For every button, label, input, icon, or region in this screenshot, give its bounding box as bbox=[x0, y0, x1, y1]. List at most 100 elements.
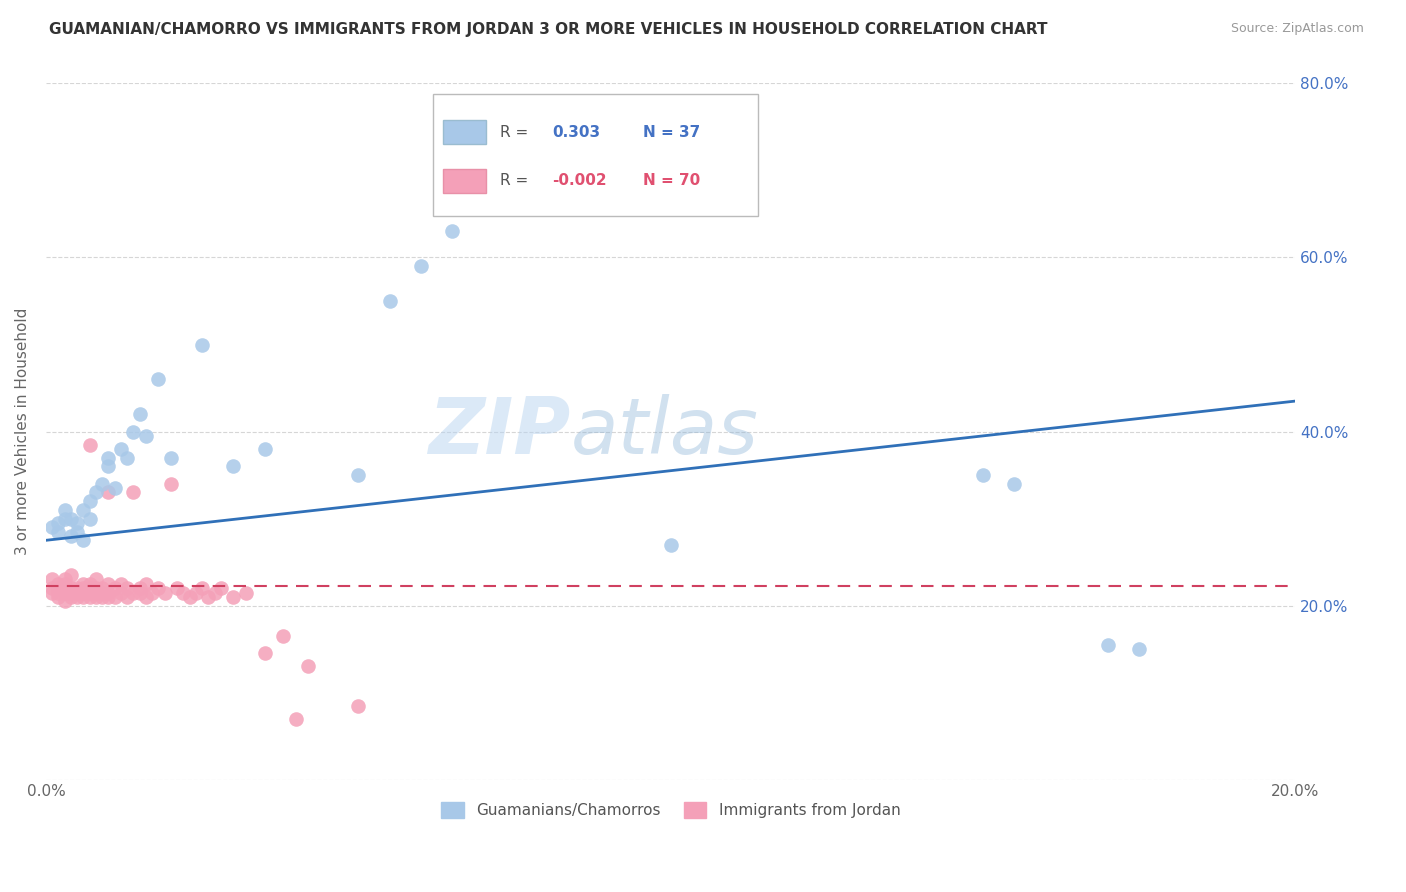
Point bbox=[115, 581, 138, 595]
Point bbox=[84, 581, 107, 595]
Point bbox=[110, 576, 132, 591]
Text: GUAMANIAN/CHAMORRO VS IMMIGRANTS FROM JORDAN 3 OR MORE VEHICLES IN HOUSEHOLD COR: GUAMANIAN/CHAMORRO VS IMMIGRANTS FROM JO… bbox=[49, 22, 1047, 37]
Point bbox=[66, 524, 89, 539]
Point bbox=[59, 568, 82, 582]
Text: Source: ZipAtlas.com: Source: ZipAtlas.com bbox=[1230, 22, 1364, 36]
Y-axis label: 3 or more Vehicles in Household: 3 or more Vehicles in Household bbox=[15, 308, 30, 555]
Point bbox=[97, 459, 120, 474]
Point bbox=[104, 590, 127, 604]
Point bbox=[79, 494, 101, 508]
Point bbox=[91, 476, 114, 491]
Point bbox=[115, 590, 138, 604]
Point bbox=[66, 590, 89, 604]
Point bbox=[122, 425, 145, 439]
Point bbox=[59, 529, 82, 543]
Point bbox=[53, 573, 76, 587]
Point bbox=[104, 581, 127, 595]
Point bbox=[972, 468, 994, 483]
Point bbox=[59, 590, 82, 604]
Point bbox=[1002, 476, 1025, 491]
Point bbox=[122, 485, 145, 500]
Point bbox=[148, 581, 170, 595]
Point bbox=[273, 629, 295, 643]
Point bbox=[191, 337, 214, 351]
Point bbox=[41, 585, 63, 599]
Point bbox=[84, 485, 107, 500]
Point bbox=[253, 647, 276, 661]
Point bbox=[59, 511, 82, 525]
Point bbox=[48, 524, 70, 539]
Point bbox=[48, 581, 70, 595]
Point bbox=[141, 585, 163, 599]
Point bbox=[347, 698, 370, 713]
Point bbox=[110, 585, 132, 599]
FancyBboxPatch shape bbox=[443, 120, 486, 144]
Point bbox=[48, 585, 70, 599]
Point bbox=[97, 485, 120, 500]
Text: ZIP: ZIP bbox=[429, 393, 571, 469]
Point bbox=[179, 590, 201, 604]
Point bbox=[48, 576, 70, 591]
Point bbox=[297, 659, 319, 673]
Point bbox=[84, 590, 107, 604]
Point bbox=[222, 459, 245, 474]
Point bbox=[172, 585, 194, 599]
Text: 0.303: 0.303 bbox=[553, 125, 600, 140]
Point bbox=[79, 585, 101, 599]
Point bbox=[48, 590, 70, 604]
Point bbox=[84, 585, 107, 599]
Point bbox=[97, 590, 120, 604]
Point bbox=[53, 581, 76, 595]
Point bbox=[166, 581, 188, 595]
Point bbox=[235, 585, 257, 599]
Point bbox=[79, 511, 101, 525]
Text: -0.002: -0.002 bbox=[553, 173, 606, 188]
Point bbox=[97, 585, 120, 599]
Point bbox=[48, 516, 70, 530]
Point bbox=[91, 585, 114, 599]
Point bbox=[97, 576, 120, 591]
Point bbox=[441, 224, 464, 238]
Point bbox=[1128, 642, 1150, 657]
Point bbox=[66, 585, 89, 599]
Point bbox=[59, 585, 82, 599]
Point bbox=[409, 259, 432, 273]
Point bbox=[41, 520, 63, 534]
Point bbox=[191, 581, 214, 595]
Point bbox=[347, 468, 370, 483]
Point bbox=[53, 576, 76, 591]
Point bbox=[222, 590, 245, 604]
Point bbox=[79, 581, 101, 595]
Point bbox=[122, 585, 145, 599]
Point bbox=[160, 476, 183, 491]
FancyBboxPatch shape bbox=[433, 94, 758, 216]
Point bbox=[209, 581, 232, 595]
Point bbox=[135, 576, 157, 591]
Text: N = 70: N = 70 bbox=[643, 173, 700, 188]
Point bbox=[79, 590, 101, 604]
Point bbox=[72, 533, 94, 548]
Point bbox=[91, 581, 114, 595]
Point bbox=[197, 590, 219, 604]
Point bbox=[41, 581, 63, 595]
Point bbox=[53, 594, 76, 608]
Point bbox=[378, 293, 401, 308]
Point bbox=[115, 450, 138, 465]
Point bbox=[128, 407, 150, 421]
Point bbox=[79, 437, 101, 451]
Point bbox=[72, 585, 94, 599]
Point bbox=[160, 450, 183, 465]
Point bbox=[84, 573, 107, 587]
FancyBboxPatch shape bbox=[443, 169, 486, 193]
Point bbox=[184, 585, 207, 599]
Text: atlas: atlas bbox=[571, 393, 759, 469]
Point bbox=[110, 442, 132, 456]
Text: R =: R = bbox=[499, 173, 527, 188]
Point bbox=[66, 581, 89, 595]
Point bbox=[72, 581, 94, 595]
Point bbox=[659, 538, 682, 552]
Point bbox=[128, 581, 150, 595]
Point bbox=[79, 576, 101, 591]
Point bbox=[148, 372, 170, 386]
Point bbox=[72, 503, 94, 517]
